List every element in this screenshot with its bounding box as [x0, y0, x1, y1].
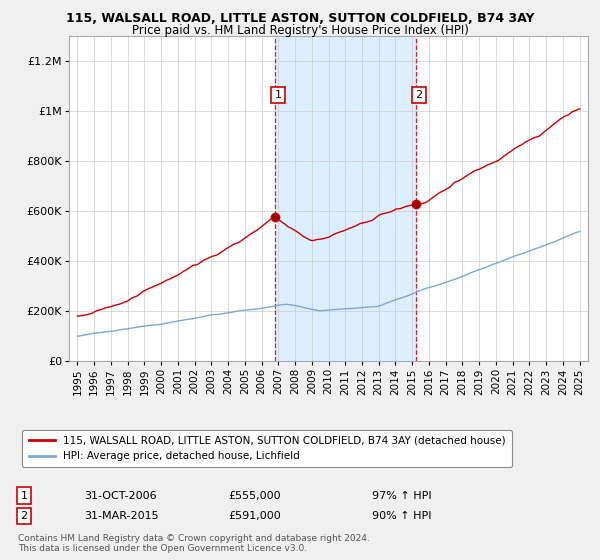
- Text: 1: 1: [274, 90, 281, 100]
- Text: 1: 1: [20, 491, 28, 501]
- Text: £591,000: £591,000: [228, 511, 281, 521]
- Text: £555,000: £555,000: [228, 491, 281, 501]
- Text: 31-MAR-2015: 31-MAR-2015: [84, 511, 158, 521]
- Text: 97% ↑ HPI: 97% ↑ HPI: [372, 491, 431, 501]
- Text: 90% ↑ HPI: 90% ↑ HPI: [372, 511, 431, 521]
- Text: Contains HM Land Registry data © Crown copyright and database right 2024.
This d: Contains HM Land Registry data © Crown c…: [18, 534, 370, 553]
- Text: 115, WALSALL ROAD, LITTLE ASTON, SUTTON COLDFIELD, B74 3AY: 115, WALSALL ROAD, LITTLE ASTON, SUTTON …: [66, 12, 534, 25]
- Text: Price paid vs. HM Land Registry's House Price Index (HPI): Price paid vs. HM Land Registry's House …: [131, 24, 469, 37]
- Legend: 115, WALSALL ROAD, LITTLE ASTON, SUTTON COLDFIELD, B74 3AY (detached house), HPI: 115, WALSALL ROAD, LITTLE ASTON, SUTTON …: [22, 430, 512, 468]
- Text: 31-OCT-2006: 31-OCT-2006: [84, 491, 157, 501]
- Bar: [275, 36, 416, 361]
- Text: 2: 2: [20, 511, 28, 521]
- Text: 2: 2: [415, 90, 422, 100]
